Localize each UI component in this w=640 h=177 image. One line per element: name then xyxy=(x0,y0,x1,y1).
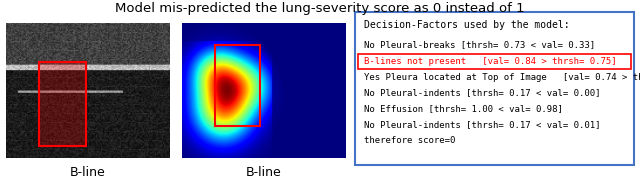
Text: Yes Pleura located at Top of Image   [val= 0.74 > thrsh= 0.04]: Yes Pleura located at Top of Image [val=… xyxy=(364,73,640,82)
Bar xyxy=(358,54,631,69)
Text: No Pleural-indents [thrsh= 0.17 < val= 0.00]: No Pleural-indents [thrsh= 0.17 < val= 0… xyxy=(364,88,600,98)
Text: therefore score=0: therefore score=0 xyxy=(364,136,455,145)
Text: Decision-Factors used by the model:: Decision-Factors used by the model: xyxy=(364,20,569,30)
Text: No Effusion [thrsh= 1.00 < val= 0.98]: No Effusion [thrsh= 1.00 < val= 0.98] xyxy=(364,104,563,113)
Text: No Pleural-breaks [thrsh= 0.73 < val= 0.33]: No Pleural-breaks [thrsh= 0.73 < val= 0.… xyxy=(364,41,595,50)
Text: B-lines not present   [val= 0.84 > thrsh= 0.75]: B-lines not present [val= 0.84 > thrsh= … xyxy=(364,56,616,65)
Bar xyxy=(215,45,260,126)
Bar xyxy=(39,62,86,146)
Text: B-line: B-line xyxy=(246,166,282,177)
Bar xyxy=(39,62,86,146)
Text: Model mis-predicted the lung-severity score as 0 instead of 1: Model mis-predicted the lung-severity sc… xyxy=(115,2,525,15)
Text: B-line: B-line xyxy=(70,166,106,177)
Text: No Pleural-indents [thrsh= 0.17 < val= 0.01]: No Pleural-indents [thrsh= 0.17 < val= 0… xyxy=(364,121,600,129)
